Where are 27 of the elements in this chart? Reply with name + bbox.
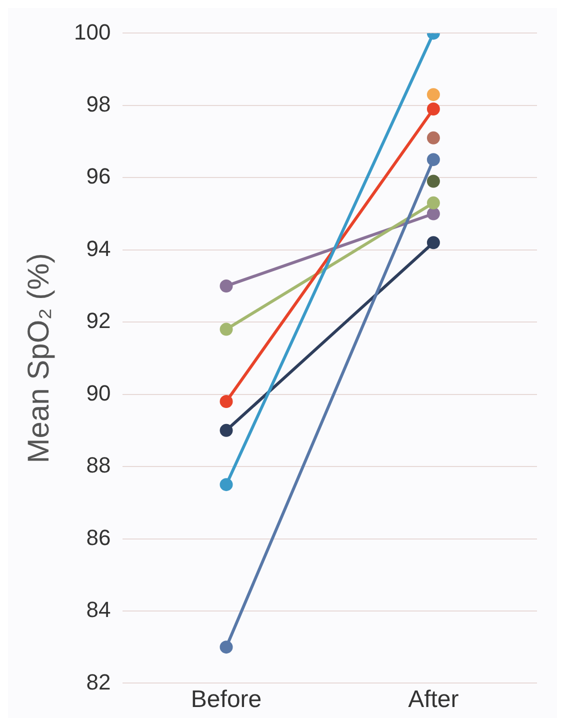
- y-tick-label: 94: [86, 236, 111, 261]
- y-tick-label: 88: [86, 452, 111, 478]
- point: [426, 153, 440, 166]
- point: [220, 640, 233, 654]
- point: [426, 131, 440, 144]
- y-tick-label: 96: [86, 164, 111, 189]
- point: [220, 279, 233, 292]
- x-tick-label: After: [408, 686, 459, 714]
- y-tick-label: 86: [86, 524, 111, 550]
- point: [426, 236, 440, 250]
- y-tick-label: 90: [86, 380, 111, 406]
- point: [220, 322, 233, 336]
- point: [220, 395, 233, 408]
- point: [220, 478, 233, 492]
- point: [426, 88, 440, 102]
- point: [426, 196, 440, 210]
- y-tick-label: 84: [86, 597, 111, 622]
- point: [426, 174, 440, 188]
- point: [426, 207, 440, 220]
- y-axis-title: Mean SpO₂ (%): [22, 253, 56, 464]
- y-tick-label: 82: [86, 669, 111, 694]
- point: [426, 102, 440, 116]
- point: [220, 424, 233, 437]
- x-tick-label: Before: [190, 686, 262, 714]
- y-tick-label: 92: [86, 308, 111, 334]
- y-tick-label: 98: [86, 91, 111, 116]
- y-tick-label: 100: [74, 19, 111, 44]
